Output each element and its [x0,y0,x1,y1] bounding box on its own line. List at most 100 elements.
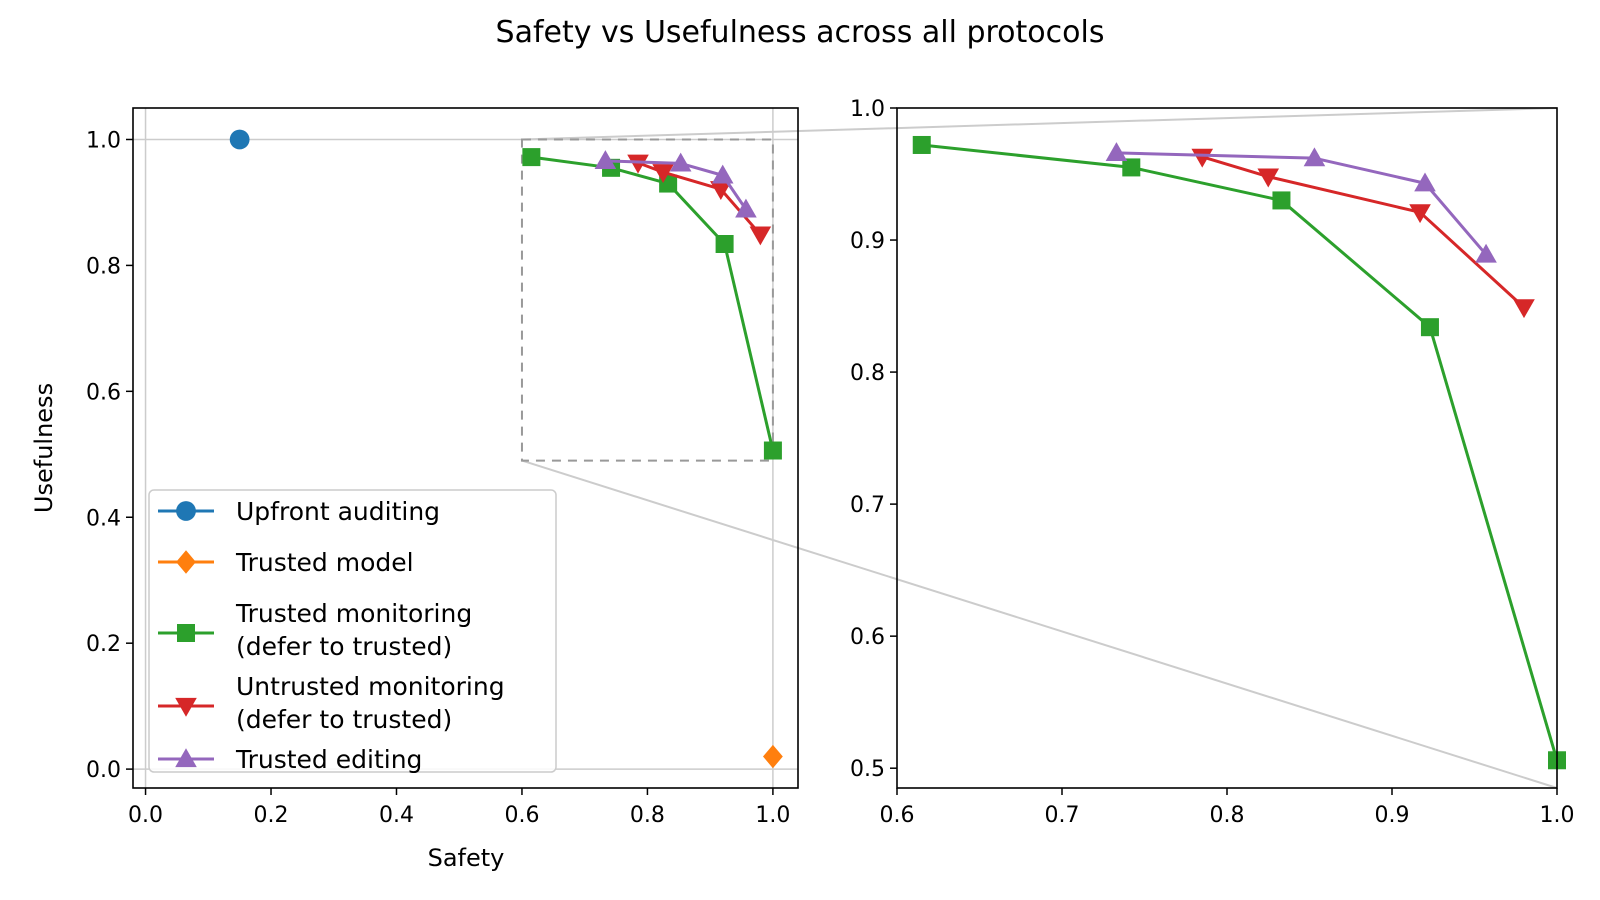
main-point-trusted-editing [735,198,757,218]
legend-label: (defer to trusted) [236,632,452,661]
legend: Upfront auditing Trusted model Trusted mon… [148,489,557,774]
main-point-untrusted-monitoring [652,164,674,184]
legend-item-upfront-auditing: Upfront auditing [158,497,440,526]
main-point-upfront-auditing [229,129,250,150]
main-point-trusted-editing [594,150,617,169]
inset-point-series-2 [1105,142,1128,161]
main-line-trusted-monitoring [531,155,775,451]
legend-item-trusted-editing: Trusted editing [158,745,422,774]
main-series-upfront-auditing [229,129,250,150]
inset-point-series-0 [1420,318,1439,337]
inset-series-series-2 [1105,142,1497,263]
inset-x-axis: 0.6 0.7 0.8 0.9 1.0 [880,788,1575,828]
legend-item-trusted-model: Trusted model [158,548,414,577]
main-point-untrusted-monitoring [749,226,772,246]
main-series-trusted-editing [594,150,757,218]
y-tick-label: 1.0 [850,97,885,122]
inset-series-group [912,135,1566,770]
y-tick-label: 0.0 [86,758,121,783]
inset-series-series-0 [912,135,1566,770]
legend-label: Trusted editing [235,745,422,774]
inset-point-series-1 [1513,299,1535,319]
x-tick-label: 0.2 [254,803,289,828]
inset-point-series-0 [912,135,931,154]
main-x-axis: 0.0 0.2 0.4 0.6 0.8 1.0 [128,788,790,828]
inset-point-series-1 [1191,148,1214,168]
y-tick-label: 0.5 [850,757,885,782]
main-series-trusted-model [763,744,783,769]
main-point-trusted-editing [669,152,692,172]
main-point-trusted-monitoring [763,441,782,460]
legend-label: Upfront auditing [236,497,440,526]
inset-line-series-2 [1116,151,1488,256]
x-tick-label: 0.8 [1210,803,1245,828]
legend-item-untrusted-monitoring: Untrusted monitoring (defer to trusted) [158,672,505,734]
x-tick-label: 0.4 [379,803,414,828]
legend-marker [176,550,196,574]
main-line-trusted-editing [605,159,748,211]
x-tick-label: 0.9 [1375,803,1410,828]
legend-marker [175,748,197,768]
x-tick-label: 0.8 [630,803,665,828]
legend-marker [175,697,197,717]
y-tick-label: 1.0 [86,128,121,153]
inset-point-series-2 [1303,147,1326,167]
connector-line-top [521,107,1558,141]
inset-line-series-0 [921,143,1559,761]
legend-marker [176,501,196,521]
main-point-trusted-editing [711,164,734,184]
inset-axes-frame [896,107,1558,789]
x-tick-label: 0.6 [504,803,539,828]
inset-point-series-1 [1257,168,1280,188]
legend-label: Trusted monitoring [235,599,472,628]
y-tick-label: 0.8 [850,361,885,386]
x-tick-label: 1.0 [1540,803,1575,828]
main-point-untrusted-monitoring [710,181,732,201]
y-tick-label: 0.4 [86,506,121,531]
main-line-untrusted-monitoring [637,161,762,236]
legend-marker [177,624,195,642]
y-tick-label: 0.7 [850,493,885,518]
main-series-untrusted-monitoring [627,154,772,246]
y-tick-label: 0.6 [850,625,885,650]
legend-frame [148,489,557,773]
x-tick-label: 0.0 [128,803,163,828]
inset-point-series-2 [1475,243,1497,263]
legend-items: Upfront auditing Trusted model Trusted mon… [158,497,505,774]
x-axis-label: Safety [428,844,505,872]
connector-line-bottom [521,459,1558,789]
legend-item-trusted-monitoring: Trusted monitoring (defer to trusted) [158,599,472,661]
x-tick-label: 0.6 [880,803,915,828]
main-series-group [229,129,783,769]
legend-label: Untrusted monitoring [236,672,505,701]
y-tick-label: 0.2 [86,632,121,657]
inset-point-series-1 [1409,204,1431,224]
legend-label: (defer to trusted) [236,705,452,734]
main-point-trusted-monitoring [522,148,541,167]
inset-y-axis: 0.5 0.6 0.7 0.8 0.9 1.0 [850,97,897,782]
inset-point-series-2 [1414,172,1436,192]
x-tick-label: 1.0 [755,803,790,828]
y-axis-label: Usefulness [30,383,58,513]
zoom-box [520,138,774,462]
y-tick-label: 0.9 [850,229,885,254]
y-tick-label: 0.6 [86,380,121,405]
main-point-trusted-model [763,744,783,769]
inset-series-series-1 [1191,148,1535,319]
main-point-untrusted-monitoring [627,154,649,174]
x-tick-label: 0.7 [1045,803,1080,828]
main-plot-panel: 0.0 0.2 0.4 0.6 0.8 1.0 0.0 0.2 0.4 0.6 0.8 1.0 Sa… [30,107,799,872]
y-tick-label: 0.8 [86,254,121,279]
zoom-connectors [521,107,1558,789]
main-y-axis: 0.0 0.2 0.4 0.6 0.8 1.0 [86,128,133,783]
main-axes-frame [132,107,799,789]
inset-line-series-1 [1201,155,1526,309]
inset-point-series-0 [1272,191,1291,210]
inset-plot-panel: 0.6 0.7 0.8 0.9 1.0 0.5 0.6 0.7 0.8 0.9 1.0 [850,97,1575,828]
zoom-region-box [520,138,774,462]
legend-label: Trusted model [235,548,414,577]
chart-title: Safety vs Usefulness across all protocol… [496,15,1105,50]
inset-point-series-0 [1122,158,1141,177]
main-series-trusted-monitoring [522,148,782,460]
